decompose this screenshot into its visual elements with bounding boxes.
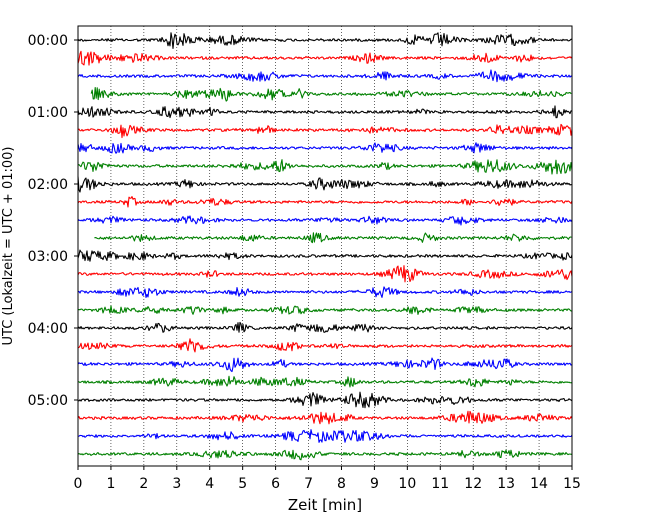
y-axis-label: UTC (Lokalzeit = UTC + 01:00)	[1, 147, 16, 346]
x-tick-label-3: 3	[172, 476, 181, 492]
trace-0130	[77, 142, 573, 154]
x-tick-label-13: 13	[497, 476, 515, 492]
trace-0430	[77, 357, 573, 373]
x-axis-ticks: 0 1 2 3 4 5 6 7 8 9 10 11 12 13 14 15	[74, 466, 581, 492]
trace-0400	[77, 321, 573, 333]
trace-0230	[77, 215, 573, 226]
y-axis-ticks: 00:00 01:00 02:00 03:00 04:00 05:00	[28, 33, 78, 409]
x-tick-label-15: 15	[563, 476, 581, 492]
x-tick-label-12: 12	[464, 476, 482, 492]
trace-0545	[77, 449, 573, 461]
y-tick-label-03:00: 03:00	[28, 249, 68, 265]
trace-0415	[77, 338, 573, 353]
trace-0100	[77, 105, 573, 119]
x-tick-label-6: 6	[271, 476, 280, 492]
x-tick-label-14: 14	[530, 476, 548, 492]
x-tick-label-10: 10	[398, 476, 416, 492]
trace-0045	[90, 86, 572, 102]
trace-0315	[77, 265, 573, 283]
x-tick-label-8: 8	[337, 476, 346, 492]
trace-0000	[77, 32, 573, 49]
y-tick-label-00:00: 00:00	[28, 33, 68, 49]
x-tick-label-7: 7	[304, 476, 313, 492]
trace-0015	[77, 50, 573, 66]
trace-0200	[77, 176, 573, 193]
grid-lines	[110, 26, 540, 466]
trace-0500	[77, 391, 573, 409]
trace-layer	[77, 32, 573, 461]
trace-0030	[77, 69, 573, 83]
trace-0145	[77, 159, 573, 175]
x-tick-label-0: 0	[74, 476, 83, 492]
plot-frame	[77, 25, 573, 467]
trace-0215	[77, 196, 573, 208]
trace-0530	[77, 429, 573, 443]
y-tick-label-05:00: 05:00	[28, 393, 68, 409]
trace-0330	[77, 286, 573, 298]
trace-0300	[77, 249, 573, 262]
x-tick-label-4: 4	[205, 476, 214, 492]
x-tick-label-1: 1	[106, 476, 115, 492]
x-tick-label-9: 9	[370, 476, 379, 492]
trace-0445	[77, 375, 573, 388]
x-tick-label-11: 11	[431, 476, 449, 492]
x-tick-label-2: 2	[139, 476, 148, 492]
trace-0245	[94, 232, 572, 244]
trace-0515	[77, 410, 573, 425]
x-tick-label-5: 5	[238, 476, 247, 492]
y-tick-label-04:00: 04:00	[28, 321, 68, 337]
trace-0345	[77, 305, 573, 315]
trace-0115	[77, 123, 573, 139]
y-tick-label-02:00: 02:00	[28, 177, 68, 193]
x-axis-label: Zeit [min]	[288, 496, 362, 514]
y-tick-label-01:00: 01:00	[28, 105, 68, 121]
